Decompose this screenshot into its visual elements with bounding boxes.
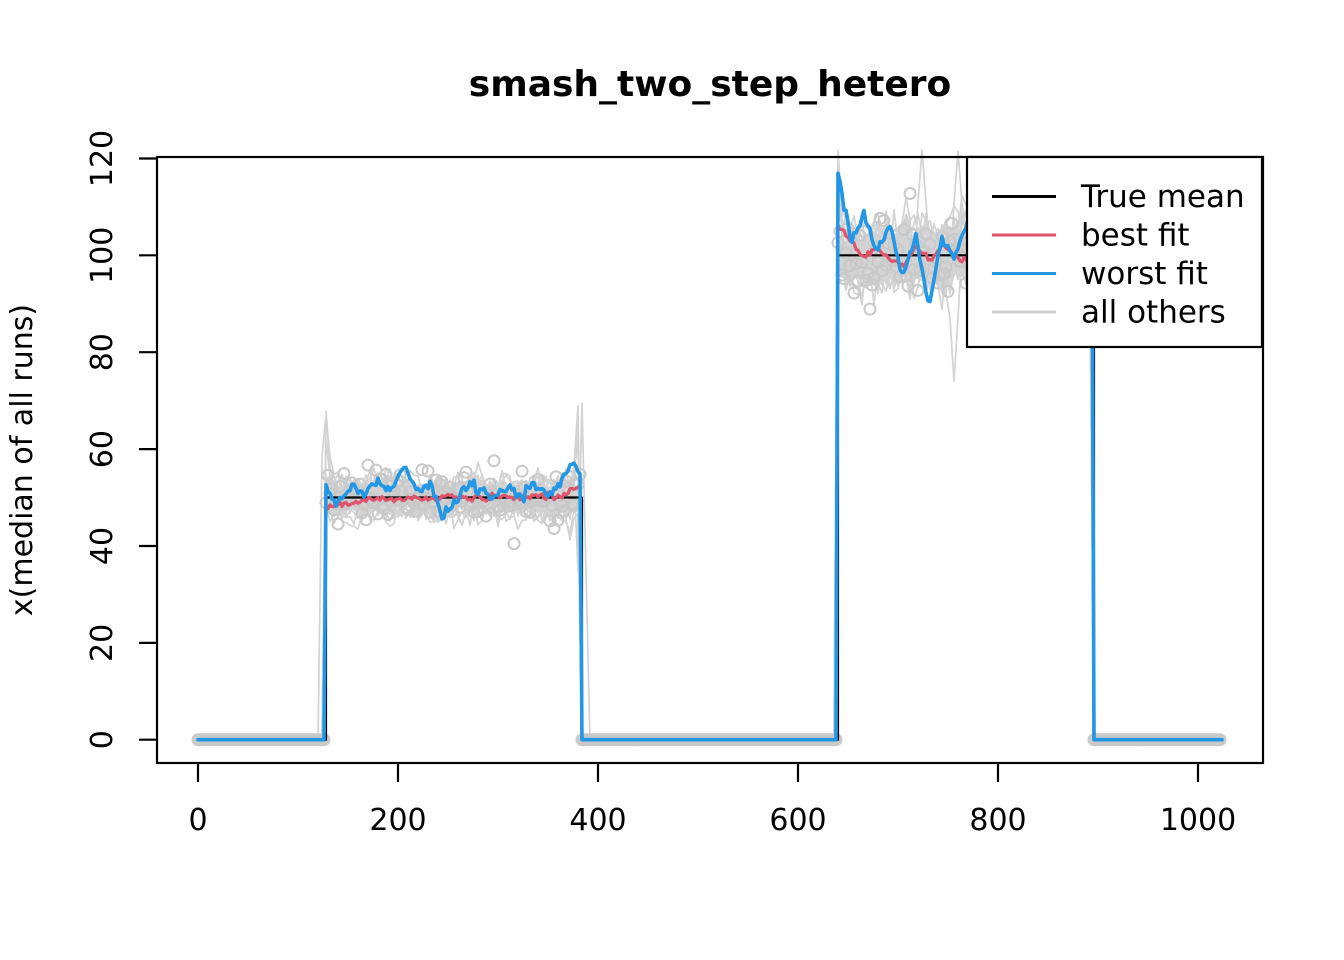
chart-title: smash_two_step_hetero xyxy=(469,64,951,105)
x-axis-tick-label: 400 xyxy=(569,803,626,838)
data-point xyxy=(415,463,429,477)
y-axis-tick-label: 0 xyxy=(85,730,120,749)
y-axis-tick-label: 60 xyxy=(85,430,120,468)
data-point xyxy=(937,267,951,281)
data-point xyxy=(551,513,565,527)
legend-label-true-mean: True mean xyxy=(1080,179,1245,215)
data-point xyxy=(531,473,545,486)
data-point xyxy=(333,480,347,493)
legend-label-worst-fit: worst fit xyxy=(1081,256,1208,292)
data-point xyxy=(421,464,435,478)
data-point xyxy=(945,216,959,230)
x-axis-tick-label: 800 xyxy=(969,803,1026,838)
data-point xyxy=(359,513,373,527)
data-point xyxy=(863,302,877,316)
data-point xyxy=(851,274,865,288)
y-axis-tick-label: 100 xyxy=(85,227,120,284)
data-point xyxy=(379,467,393,481)
data-point xyxy=(381,508,395,521)
data-point xyxy=(487,454,501,468)
data-point xyxy=(911,283,925,297)
data-point xyxy=(839,246,853,260)
data-point xyxy=(865,278,879,292)
data-point xyxy=(557,504,571,518)
data-point xyxy=(467,505,481,519)
data-point xyxy=(869,241,883,254)
data-point xyxy=(907,263,921,277)
data-point xyxy=(923,237,937,251)
data-point xyxy=(409,504,423,518)
data-point xyxy=(507,537,521,551)
data-point xyxy=(457,471,471,485)
y-axis-tick-label: 40 xyxy=(85,527,120,565)
plot-border xyxy=(155,155,1265,765)
x-axis-tick-label: 200 xyxy=(369,803,426,838)
data-point xyxy=(877,214,891,228)
legend-label-all-others: all others xyxy=(1081,295,1226,331)
data-point xyxy=(321,468,335,482)
legend: True mean best fit worst fit all others xyxy=(965,155,1264,349)
data-point xyxy=(423,505,437,519)
y-axis-label: x(median of all runs) xyxy=(5,304,40,616)
data-point xyxy=(331,517,345,531)
data-point xyxy=(515,464,529,478)
y-axis-tick-label: 80 xyxy=(85,333,120,371)
data-point xyxy=(847,286,861,300)
data-point xyxy=(355,506,369,520)
data-point xyxy=(479,509,493,523)
data-point xyxy=(483,477,497,491)
data-point xyxy=(941,284,955,298)
x-axis-tick-label: 1000 xyxy=(1160,803,1236,838)
x-axis-tick-label: 600 xyxy=(769,803,826,838)
data-point xyxy=(459,465,473,479)
legend-label-best-fit: best fit xyxy=(1081,218,1190,254)
data-point xyxy=(337,467,351,480)
axes-layer: 0 200 400 600 800 1000 0 20 40 60 80 100 120 xyxy=(85,130,1236,838)
data-point xyxy=(867,271,881,285)
y-axis-tick-label: 20 xyxy=(85,624,120,662)
data-point xyxy=(843,259,857,272)
y-axis-tick-label: 120 xyxy=(85,130,120,187)
x-axis-tick-label: 0 xyxy=(188,803,207,838)
legend-box xyxy=(965,155,1264,349)
data-point xyxy=(849,257,863,271)
data-point xyxy=(939,260,953,274)
data-point xyxy=(903,187,917,200)
